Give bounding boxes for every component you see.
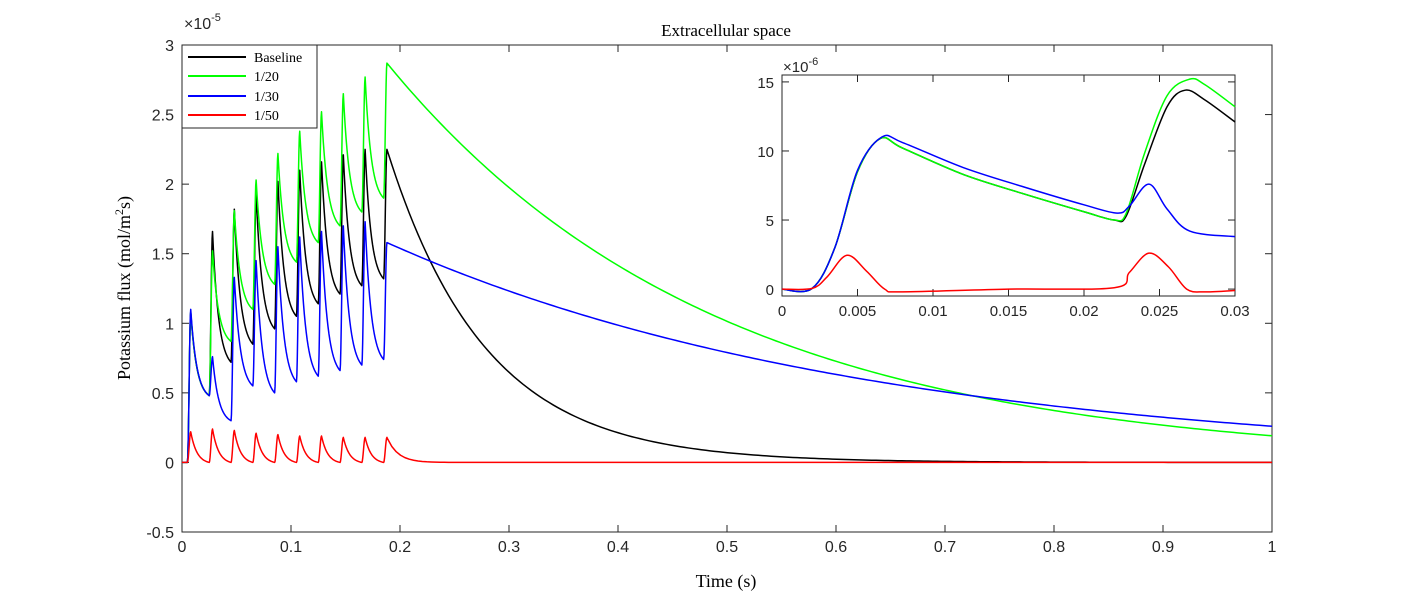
inset-series-line-1-30 xyxy=(781,134,1236,293)
main-series-line-1-20 xyxy=(182,62,1273,464)
inset-x-tick-label: 0.005 xyxy=(839,303,877,320)
y-axis-label: Potassium flux (mol/m2s) xyxy=(112,196,135,380)
main-series-line-1-50 xyxy=(182,428,1272,464)
main-x-tick-label: 1 xyxy=(1268,539,1277,556)
main-series-line-1-30 xyxy=(182,220,1273,464)
main-x-tick-label: 0.7 xyxy=(934,539,956,556)
main-series-group xyxy=(182,62,1273,464)
inset-y-tick-label: 10 xyxy=(757,144,774,161)
legend-item-baseline: Baseline xyxy=(188,51,302,66)
x-axis-label: Time (s) xyxy=(696,571,757,592)
legend-label-baseline: Baseline xyxy=(254,51,302,66)
main-y-tick-label: 1 xyxy=(165,316,174,333)
inset-x-tick-label: 0.025 xyxy=(1141,303,1179,320)
legend-label-1-50: 1/50 xyxy=(254,109,279,124)
legend-label-1-20: 1/20 xyxy=(254,70,279,85)
main-exponent-label: ×10-5 xyxy=(184,12,221,33)
main-y-tick-label: 0 xyxy=(165,455,174,472)
main-x-tick-label: 0.4 xyxy=(607,539,629,556)
main-exponent-base: ×10 xyxy=(184,16,211,33)
legend-item-1-30: 1/30 xyxy=(188,90,279,105)
inset-exponent-base: ×10 xyxy=(783,59,808,76)
y-axis-label-end: s) xyxy=(114,196,135,209)
main-x-tick-label: 0 xyxy=(178,539,187,556)
inset-x-tick-label: 0 xyxy=(778,303,786,320)
legend-label-1-30: 1/30 xyxy=(254,90,279,105)
y-axis-label-superscript: 2 xyxy=(112,209,126,215)
inset-x-tick-label: 0.02 xyxy=(1069,303,1098,320)
main-axis-tick-labels: 0 0.1 0.2 0.3 0.4 0.5 0.6 0.7 0.8 0.9 1-0.500.511.… xyxy=(146,38,1276,556)
chart-title: Extracellular space xyxy=(661,21,791,40)
inset-axis-tick-labels: 0 0.005 0.01 0.015 0.02 0.025 0.03 0 5 10 15 xyxy=(757,75,1249,320)
main-y-tick-label: -0.5 xyxy=(146,525,174,542)
main-x-tick-label: 0.8 xyxy=(1043,539,1065,556)
inset-series-group xyxy=(781,77,1236,293)
inset-exponent-power: -6 xyxy=(808,56,818,68)
main-y-tick-label: 1.5 xyxy=(152,247,174,264)
inset-x-tick-label: 0.03 xyxy=(1220,303,1249,320)
inset-y-tick-label: 5 xyxy=(766,213,774,230)
inset-exponent-label: ×10-6 xyxy=(783,56,818,76)
legend-item-1-20: 1/20 xyxy=(188,70,279,85)
inset-y-tick-label: 0 xyxy=(766,282,774,299)
main-x-tick-label: 0.5 xyxy=(716,539,738,556)
main-x-tick-label: 0.9 xyxy=(1152,539,1174,556)
main-x-tick-label: 0.2 xyxy=(389,539,411,556)
main-y-tick-label: 3 xyxy=(165,38,174,55)
main-y-tick-label: 2 xyxy=(165,177,174,194)
main-series-line-baseline xyxy=(182,148,1272,464)
legend: Baseline 1/20 1/30 1/50 xyxy=(181,44,318,129)
main-x-tick-label: 0.6 xyxy=(825,539,847,556)
inset-x-tick-label: 0.01 xyxy=(918,303,947,320)
y-axis-label-main: Potassium flux (mol/m xyxy=(114,215,135,380)
main-y-tick-label: 0.5 xyxy=(152,386,174,403)
main-x-tick-label: 0.3 xyxy=(498,539,520,556)
main-y-tick-label: 2.5 xyxy=(152,108,174,125)
inset-y-tick-label: 15 xyxy=(757,75,774,92)
inset-series-line-1-50 xyxy=(781,252,1236,293)
main-exponent-power: -5 xyxy=(211,12,221,24)
main-x-tick-label: 0.1 xyxy=(280,539,302,556)
legend-item-1-50: 1/50 xyxy=(188,109,279,124)
inset-x-tick-label: 0.015 xyxy=(990,303,1028,320)
